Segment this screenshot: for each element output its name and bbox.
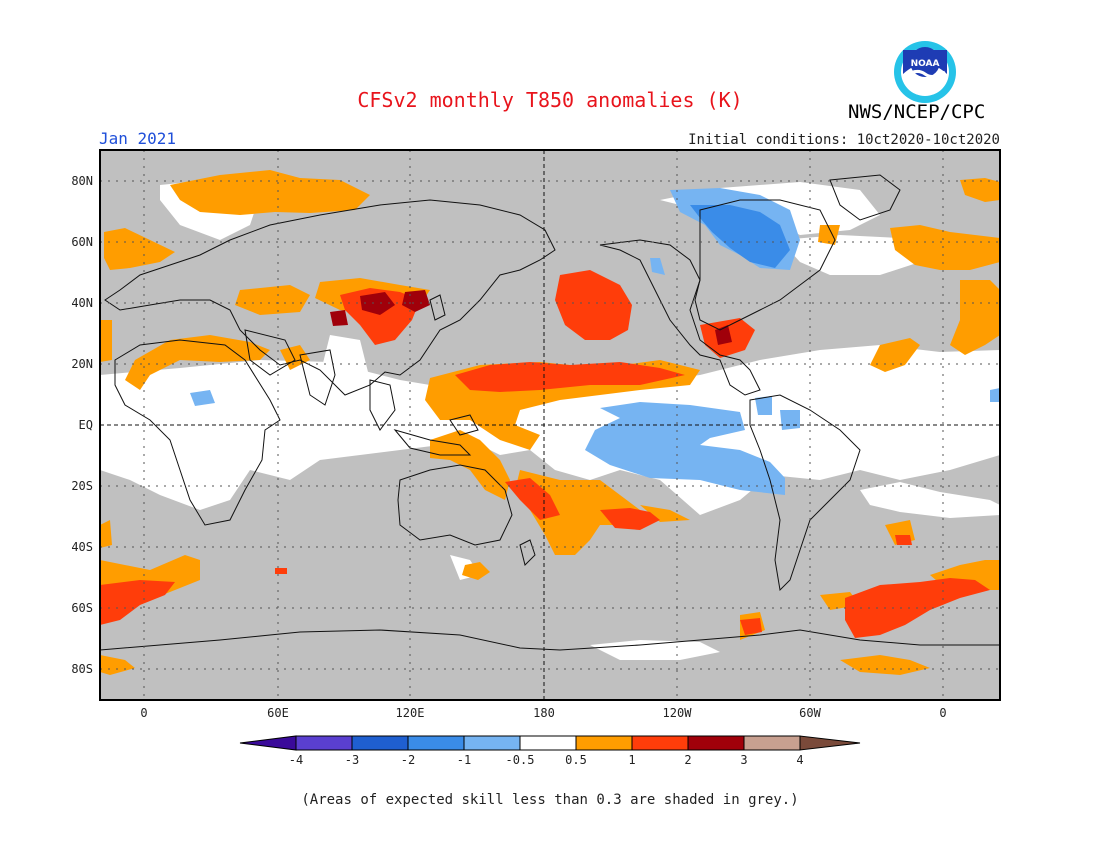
map-frame <box>99 149 1001 701</box>
map-panel <box>100 150 1000 700</box>
lat-label: 20N <box>71 357 93 371</box>
lon-labels: 0 60E 120E 180 120W 60W 0 <box>140 706 946 720</box>
lon-label: 180 <box>533 706 555 720</box>
forecast-period: Jan 2021 <box>99 129 177 148</box>
lat-labels: 80N 60N 40N 20N EQ 20S 40S 60S 80S <box>71 174 93 676</box>
colorbar-tick-label: -3 <box>345 753 359 767</box>
lat-label: 60N <box>71 235 93 249</box>
anomaly-neg1-to-neg2 <box>690 205 790 268</box>
graticule <box>100 150 1000 700</box>
colorbar-segment <box>463 735 521 751</box>
noaa-logo-icon: NOAA <box>894 41 956 103</box>
colorbar-segment <box>631 735 689 751</box>
colorbar-tick-label: 4 <box>796 753 803 767</box>
colorbar-arrow-high <box>799 735 861 751</box>
lat-label: 80S <box>71 662 93 676</box>
colorbar-tick-label: 2 <box>684 753 691 767</box>
colorbar-tick-label: 3 <box>740 753 747 767</box>
colorbar-tick-label: -1 <box>457 753 471 767</box>
lat-label: 40N <box>71 296 93 310</box>
lon-label: 0 <box>939 706 946 720</box>
colorbar-tick-label: -0.5 <box>506 753 535 767</box>
coastlines <box>100 174 1000 651</box>
lat-label: 80N <box>71 174 93 188</box>
lon-label: 60W <box>799 706 821 720</box>
skill-footnote: (Areas of expected skill less than 0.3 a… <box>301 792 799 808</box>
colorbar-tick-label: -2 <box>401 753 415 767</box>
lon-label: 120E <box>396 706 425 720</box>
colorbar-tick-label: -4 <box>289 753 303 767</box>
lon-label: 60E <box>267 706 289 720</box>
lon-label: 120W <box>663 706 693 720</box>
colorbar-segment <box>351 735 409 751</box>
anomaly-2-to-3 <box>330 290 732 345</box>
colorbar-segment <box>407 735 465 751</box>
map-title: CFSv2 monthly T850 anomalies (K) <box>357 88 743 112</box>
colorbar-segment <box>687 735 745 751</box>
colorbar: -4 -3 -2 -1 -0.5 0.5 1 2 3 4 <box>239 735 861 767</box>
svg-text:NOAA: NOAA <box>911 59 940 69</box>
anomaly-1-to-2 <box>100 270 990 638</box>
lat-label: 20S <box>71 479 93 493</box>
lat-label: 40S <box>71 540 93 554</box>
lat-label: 60S <box>71 601 93 615</box>
colorbar-segment <box>519 735 577 751</box>
initial-conditions: Initial conditions: 10ct2020-10ct2020 <box>688 132 1000 148</box>
colorbar-tick-label: 0.5 <box>565 753 587 767</box>
colorbar-arrow-low <box>239 735 297 751</box>
colorbar-tick-label: 1 <box>628 753 635 767</box>
organization-label: NWS/NCEP/CPC <box>848 101 986 123</box>
colorbar-segment <box>295 735 353 751</box>
colorbar-segment <box>743 735 801 751</box>
colorbar-segment <box>575 735 633 751</box>
lon-label: 0 <box>140 706 147 720</box>
lat-label: EQ <box>79 418 93 432</box>
